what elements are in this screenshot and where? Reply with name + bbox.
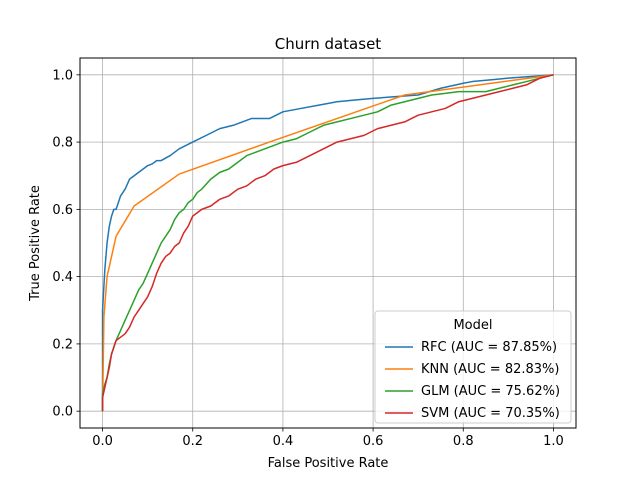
grid-lines xyxy=(80,58,576,428)
legend-entry-label: GLM (AUC = 75.62%) xyxy=(421,384,560,399)
axes-frame xyxy=(79,57,577,429)
series-line-knn xyxy=(101,74,554,412)
x-tick-label: 0.6 xyxy=(363,434,384,449)
y-tick-label: 0.8 xyxy=(52,136,73,151)
y-tick-label: 0.6 xyxy=(52,203,73,218)
series-line-glm xyxy=(101,74,554,412)
x-tick-label: 0.0 xyxy=(92,434,113,449)
y-axis-label: True Positive Rate xyxy=(28,185,43,302)
tick-marks: 0.0 0.2 0.4 0.6 0.8 1.0 0.0 0.2 0.4 0.6 0.8 1.0 xyxy=(52,68,563,449)
legend-entry-label: RFC (AUC = 87.85%) xyxy=(421,340,557,355)
x-tick-label: 0.2 xyxy=(182,434,203,449)
y-tick-label: 0.0 xyxy=(52,405,73,420)
series-line-svm xyxy=(101,74,554,412)
x-tick-label: 0.8 xyxy=(453,434,474,449)
x-tick-label: 0.4 xyxy=(273,434,294,449)
x-tick-label: 1.0 xyxy=(543,434,564,449)
series-lines xyxy=(101,74,554,412)
y-tick-label: 0.2 xyxy=(52,337,73,352)
legend-title: Model xyxy=(453,318,492,333)
legend: Model RFC (AUC = 87.85%) KNN (AUC = 82.83%… xyxy=(374,310,572,424)
y-tick-label: 0.4 xyxy=(52,270,73,285)
x-axis-label: False Positive Rate xyxy=(268,456,389,471)
legend-entry-label: KNN (AUC = 82.83%) xyxy=(421,362,559,377)
legend-entry-label: SVM (AUC = 70.35%) xyxy=(421,406,560,421)
chart-title: Churn dataset xyxy=(275,35,381,53)
y-tick-label: 1.0 xyxy=(52,68,73,83)
legend-box xyxy=(374,310,572,424)
